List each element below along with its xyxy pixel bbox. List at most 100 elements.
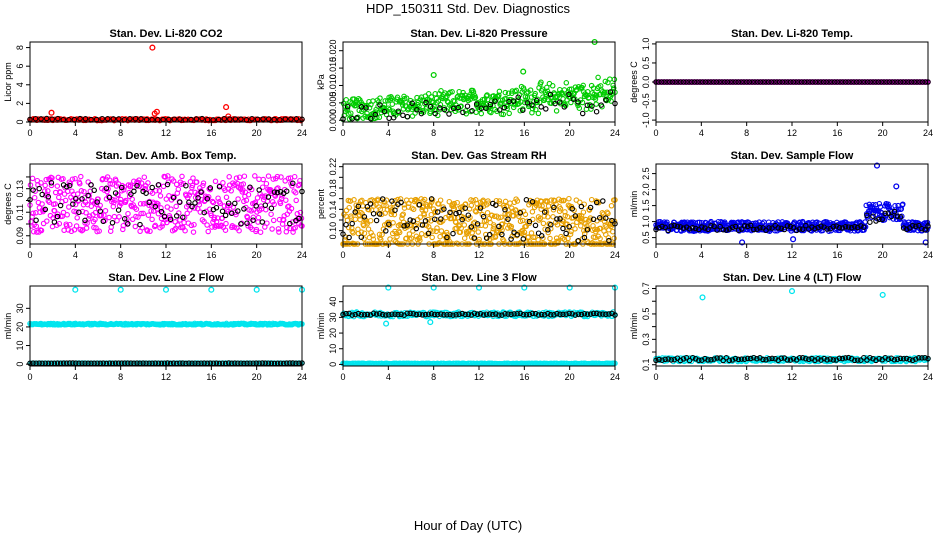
x-tick-label: 12: [161, 128, 171, 138]
data-point: [438, 311, 444, 317]
data-point: [545, 310, 551, 317]
x-tick-label: 24: [610, 250, 620, 260]
data-point: [99, 115, 105, 122]
data-point: [207, 185, 214, 191]
data-point: [754, 355, 760, 362]
data-point: [66, 360, 73, 366]
data-point: [603, 231, 609, 238]
data-point: [265, 173, 272, 179]
data-point: [607, 89, 614, 95]
data-point: [158, 360, 165, 367]
data-point: [911, 79, 918, 85]
data-point: [590, 310, 597, 317]
x-tick-label: 20: [565, 128, 575, 138]
data-point: [109, 181, 116, 187]
data-point: [606, 237, 612, 244]
data-point: [507, 200, 513, 206]
data-point: [738, 226, 745, 232]
data-point: [562, 102, 569, 109]
data-point: [418, 110, 425, 117]
data-point: [233, 175, 240, 181]
data-point: [714, 227, 720, 233]
data-point: [352, 216, 359, 223]
data-point: [903, 226, 910, 233]
data-point: [48, 360, 55, 367]
data-point: [471, 310, 478, 317]
data-point: [81, 188, 87, 195]
data-point: [437, 197, 444, 203]
data-point: [815, 224, 821, 231]
data-point: [200, 182, 206, 189]
data-point: [597, 235, 603, 242]
data-point: [428, 311, 435, 317]
data-point: [524, 100, 531, 106]
data-point: [92, 209, 99, 216]
data-point: [900, 356, 907, 362]
data-point: [290, 360, 296, 366]
data-point: [240, 181, 247, 187]
outlier-point: [72, 286, 79, 293]
data-point: [210, 199, 217, 206]
data-point: [476, 236, 482, 243]
data-point: [702, 225, 708, 231]
data-point: [766, 356, 772, 362]
data-point: [784, 223, 791, 229]
data-point: [520, 236, 527, 242]
data-point: [192, 194, 199, 201]
data-point: [118, 360, 125, 366]
data-point: [143, 190, 149, 196]
data-point: [123, 197, 129, 204]
data-point: [878, 79, 885, 85]
data-point: [486, 311, 493, 317]
data-point: [115, 207, 122, 213]
data-point: [346, 204, 352, 211]
data-point: [43, 176, 49, 183]
data-point: [106, 214, 112, 221]
data-point: [288, 116, 294, 122]
data-point: [431, 311, 438, 318]
data-point: [265, 116, 272, 122]
data-point: [361, 214, 368, 220]
data-point: [477, 205, 484, 211]
x-tick-label: 20: [878, 128, 888, 138]
data-point: [199, 115, 205, 122]
data-point: [580, 82, 586, 89]
data-point: [606, 311, 612, 317]
data-point: [431, 216, 438, 222]
data-point: [831, 79, 838, 85]
data-point: [522, 211, 529, 218]
data-point: [470, 197, 476, 204]
data-point: [691, 79, 698, 85]
data-point: [386, 221, 392, 228]
data-point: [677, 79, 684, 85]
data-point: [475, 229, 482, 235]
data-point: [149, 216, 155, 223]
data-point: [686, 357, 693, 364]
data-point: [86, 213, 93, 219]
data-point: [82, 217, 88, 224]
data-point: [381, 202, 387, 209]
data-point: [812, 79, 819, 85]
x-tick-label: 4: [699, 250, 704, 260]
data-point: [711, 223, 717, 230]
outlier-point: [566, 284, 573, 291]
data-point: [459, 310, 465, 317]
data-point: [757, 79, 764, 85]
data-point: [379, 231, 385, 238]
data-point: [245, 191, 252, 198]
data-point: [112, 360, 119, 366]
data-point: [554, 216, 560, 222]
data-point: [410, 218, 417, 224]
data-point: [60, 360, 67, 366]
data-point: [111, 213, 118, 220]
data-point: [270, 217, 277, 224]
data-point: [529, 310, 536, 317]
data-point: [535, 236, 541, 243]
y-tick-label: 0.5: [641, 308, 651, 321]
data-point: [661, 79, 667, 85]
data-point: [514, 310, 520, 317]
data-point: [33, 360, 39, 366]
data-point: [418, 231, 425, 237]
data-point: [591, 91, 597, 98]
data-point: [403, 235, 410, 242]
